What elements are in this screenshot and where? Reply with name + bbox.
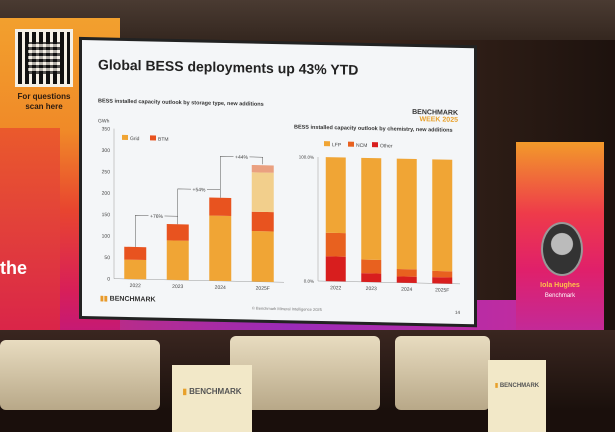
chair: [230, 336, 380, 410]
bar-segment-ncm: [325, 232, 346, 257]
skyline-graphic: [0, 128, 60, 338]
x-tick-label: 2022: [130, 283, 141, 289]
bar-segment-lfp: [396, 158, 417, 270]
y-tick-label: 50: [104, 255, 110, 261]
legend-swatch: [324, 141, 330, 147]
bar-segment-btm: [124, 246, 147, 261]
partial-word: the: [0, 258, 27, 278]
bar-segment-btm: [209, 197, 232, 216]
bar-segment-lfp: [361, 157, 382, 260]
bar-segment-lfp: [432, 159, 453, 272]
y-tick-label: 0: [107, 277, 110, 283]
podium-label: BENCHMARK: [189, 387, 242, 396]
growth-label-bg: [233, 153, 250, 160]
y-tick-label: 0.0%: [304, 279, 314, 284]
growth-label-bg: [148, 212, 165, 220]
event-logo: BENCHMARK WEEK 2025: [412, 109, 458, 124]
podium-sign: ▮ BENCHMARK: [488, 360, 546, 432]
presentation-slide: Global BESS deployments up 43% YTD BENCH…: [82, 40, 474, 325]
y-tick-label: 350: [102, 126, 111, 132]
bar-segment-grid: [166, 240, 189, 281]
bar-segment-other: [432, 277, 453, 284]
storage-type-chart: GWh 0 50 100 150 200 250 300 350 Grid BTM 2022 2023 2…: [98, 118, 284, 292]
y-tick-label: 300: [102, 148, 111, 154]
legend-label: Other: [380, 143, 393, 149]
bar-segment-other: [361, 273, 382, 283]
qr-caption-line1: For questions: [17, 92, 71, 101]
bar-segment-ncm: [432, 270, 453, 278]
legend-label: Grid: [130, 136, 140, 142]
bar-segment-grid: [124, 259, 147, 280]
y-tick-label: 250: [102, 169, 111, 175]
bar-segment-btm: [251, 211, 274, 232]
bar-segment-btm: [166, 224, 189, 241]
y-tick-label: 150: [102, 212, 111, 218]
legend-label: LFP: [332, 142, 342, 148]
chair: [395, 336, 490, 410]
y-axis-label: GWh: [98, 118, 110, 124]
bar-segment-grid-forecast-remainder-: [251, 172, 274, 213]
y-tick-label: 100: [102, 234, 111, 240]
qr-caption-line2: scan here: [25, 102, 63, 111]
bar-segment-grid: [251, 230, 274, 283]
chair: [0, 340, 160, 410]
legend-swatch: [372, 142, 378, 148]
benchmark-logo: ▮▮ BENCHMARK: [100, 295, 156, 304]
podium-sign: ▮ BENCHMARK: [172, 365, 252, 432]
qr-code[interactable]: [15, 29, 73, 87]
bar-segment-lfp: [325, 157, 346, 234]
bar-segment-btm-forecast-remainder-: [251, 164, 274, 173]
chemistry-chart: 100.0% 0.0% LFP NCM Other 2022 2023 2024 2025F: [299, 141, 460, 294]
bar-segment-ncm: [396, 268, 417, 277]
speaker-photo: [541, 222, 583, 276]
podium-label: BENCHMARK: [499, 383, 540, 389]
y-tick-label: 200: [102, 191, 111, 197]
x-tick-label: 2023: [172, 284, 183, 290]
benchmark-logo-text: BENCHMARK: [109, 295, 156, 304]
page-number: 14: [454, 309, 460, 315]
x-tick-label: 2025F: [256, 286, 270, 292]
speaker-name: Iola Hughes: [540, 282, 580, 289]
x-tick-label: 2024: [215, 285, 226, 291]
bar-segment-grid: [209, 215, 232, 282]
x-tick-label: 2023: [366, 286, 377, 292]
y-tick-label: 100.0%: [299, 155, 314, 160]
legend-label: BTM: [158, 137, 169, 143]
qr-caption: For questions scan here: [8, 92, 80, 112]
growth-label-bg: [191, 186, 207, 193]
legend-swatch: [150, 135, 156, 141]
growth-label: +54%: [193, 187, 206, 193]
growth-label: +44%: [235, 155, 248, 161]
bar-segment-ncm: [361, 259, 382, 274]
slide-footer: © Benchmark Mineral Intelligence 2025: [252, 305, 322, 313]
legend-swatch: [122, 134, 128, 140]
bar-segment-other: [396, 276, 417, 284]
legend-swatch: [348, 141, 354, 147]
legend-label: NCM: [356, 143, 367, 149]
speaker-org: Benchmark: [544, 293, 576, 299]
growth-label: +76%: [150, 214, 163, 220]
x-tick-label: 2025F: [435, 287, 449, 293]
bar-segment-other: [325, 256, 346, 282]
x-tick-label: 2022: [330, 285, 341, 291]
slide-title: Global BESS deployments up 43% YTD: [98, 56, 359, 78]
event-logo-line2: WEEK 2025: [419, 116, 458, 124]
x-tick-label: 2024: [401, 287, 412, 293]
